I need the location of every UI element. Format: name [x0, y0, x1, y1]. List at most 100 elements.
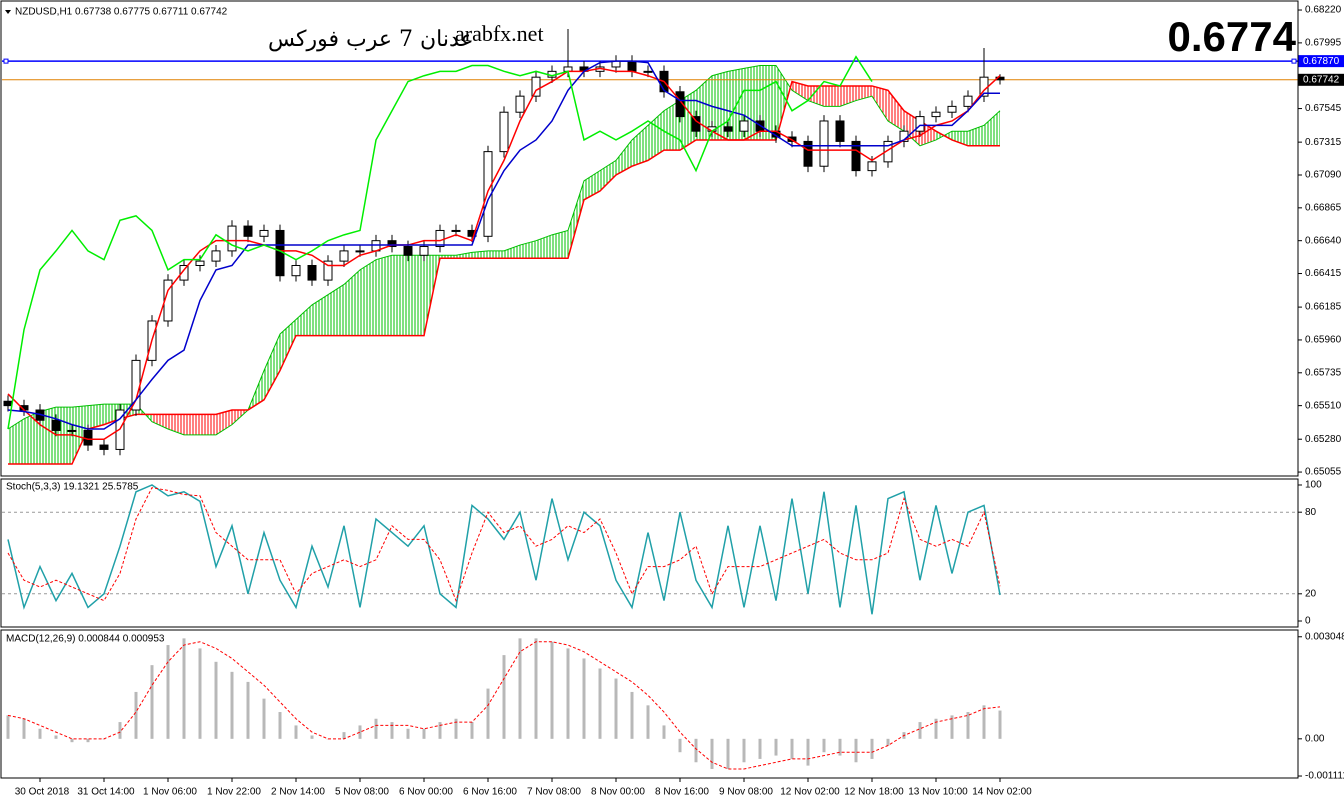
histogram-bar — [646, 705, 650, 739]
histogram-bar — [742, 738, 746, 763]
histogram-bar — [118, 722, 122, 739]
candle-body — [339, 250, 349, 262]
histogram-bar — [918, 722, 922, 739]
y-tick-label: 0.65280 — [1305, 434, 1342, 445]
y-tick-label: 0.00 — [1305, 733, 1325, 744]
candle-body — [387, 240, 397, 248]
x-tick-label: 1 Nov 22:00 — [207, 787, 261, 798]
candle-body — [67, 429, 77, 432]
cloud-segment — [536, 234, 552, 259]
cloud-segment — [296, 304, 312, 336]
histogram-bar — [566, 648, 570, 739]
horizontal-line-handle — [1291, 58, 1297, 64]
price-display: 0.6774 — [1168, 13, 1297, 60]
cloud-segment — [568, 180, 584, 259]
cloud-segment — [88, 404, 104, 429]
candle-body — [739, 120, 749, 132]
candle-body — [531, 76, 541, 97]
candle-body — [499, 111, 509, 153]
cloud-segment — [344, 269, 360, 336]
cloud-segment — [280, 319, 296, 371]
histogram-bar — [246, 681, 250, 739]
candle-body — [227, 225, 237, 252]
y-tick-label: 0.68220 — [1305, 5, 1342, 16]
histogram-bar — [326, 738, 330, 740]
histogram-bar — [550, 641, 554, 739]
histogram-bar — [38, 728, 42, 739]
cloud-segment — [552, 230, 568, 259]
cloud-segment — [392, 255, 408, 336]
cloud-segment — [504, 245, 520, 259]
cloud-segment — [264, 334, 280, 400]
cloud-segment — [472, 250, 488, 259]
histogram-bar — [294, 725, 298, 739]
x-tick-label: 12 Nov 18:00 — [844, 787, 904, 798]
candle-body — [419, 246, 429, 256]
histogram-bar — [966, 712, 970, 739]
plots — [2, 29, 1344, 782]
cloud-segment — [792, 81, 808, 101]
last-price-label: 0.67742 — [1303, 74, 1340, 85]
cloud-segment — [840, 85, 856, 107]
histogram-bar — [6, 715, 10, 739]
histogram-bar — [230, 671, 234, 739]
line-series — [7, 60, 1000, 430]
x-tick-label: 9 Nov 08:00 — [719, 787, 773, 798]
x-tick-label: 12 Nov 02:00 — [780, 787, 840, 798]
histogram-bar — [726, 738, 730, 769]
histogram-bar — [662, 725, 666, 739]
histogram-bar — [22, 718, 26, 739]
y-tick-label: 0.003048 — [1305, 631, 1344, 642]
cloud-segment — [616, 139, 632, 175]
histogram-bar — [822, 738, 826, 753]
histogram-bar — [214, 661, 218, 739]
histogram-bar — [454, 718, 458, 739]
candle-body — [835, 120, 845, 142]
cloud-segment — [216, 410, 232, 435]
last-price-label-box — [1298, 73, 1344, 86]
x-tick-label: 31 Oct 14:00 — [77, 787, 135, 798]
histogram-bar — [998, 710, 1002, 739]
cloud-segment — [24, 411, 40, 465]
y-tick-label: -0.001111 — [1305, 771, 1344, 782]
histogram-bar — [342, 732, 346, 739]
histogram-bar — [390, 722, 394, 739]
y-tick-label: 20 — [1305, 588, 1317, 599]
candle-body — [435, 229, 445, 248]
horizontal-line-handle — [3, 58, 9, 64]
y-tick-label: 0 — [1305, 616, 1311, 627]
x-tick-label: 1 Nov 06:00 — [143, 787, 197, 798]
candle-body — [867, 161, 877, 172]
cloud-segment — [200, 414, 216, 435]
histogram-bar — [150, 665, 154, 739]
watermark-site: arabfx.net — [455, 21, 544, 46]
span-b-line — [8, 80, 1000, 465]
x-tick-label: 30 Oct 2018 — [15, 787, 70, 798]
candle-body — [51, 419, 61, 431]
candle-body — [851, 140, 861, 172]
candle-body — [915, 116, 925, 132]
y-tick-label: 0.66865 — [1305, 202, 1342, 213]
y-tick-label: 0.65960 — [1305, 335, 1342, 346]
candle-body — [675, 91, 685, 118]
histogram-bar — [422, 728, 426, 739]
histogram-bar — [518, 638, 522, 739]
histogram-bar — [934, 718, 938, 739]
cloud-segment — [888, 90, 904, 132]
histogram-bar — [54, 735, 58, 739]
candle-body — [947, 105, 957, 113]
histogram-bar — [486, 688, 490, 739]
cloud-segment — [968, 125, 984, 146]
cloud-segment — [872, 85, 888, 121]
menu-arrow[interactable] — [5, 10, 11, 14]
cloud-segment — [520, 240, 536, 259]
histogram-bar — [470, 722, 474, 739]
y-tick-label: 0.67545 — [1305, 103, 1342, 114]
span-a-line — [7, 65, 1001, 436]
horizontal-line-label-box — [1298, 55, 1344, 68]
y-tick-label: 0.67315 — [1305, 137, 1342, 148]
histogram-bar — [182, 638, 186, 739]
y-tick-label: 0.67995 — [1305, 38, 1342, 49]
candle-body — [355, 250, 365, 253]
